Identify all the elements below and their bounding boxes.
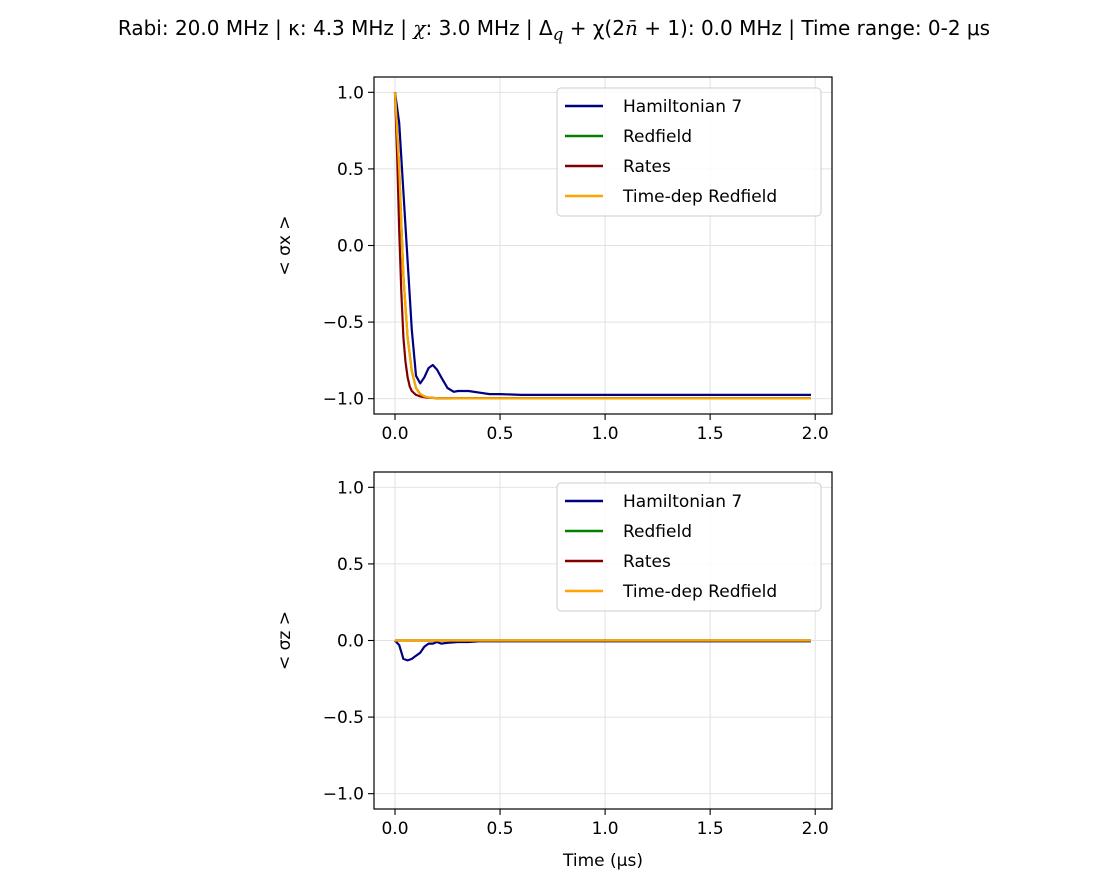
series-line-hamiltonian-7	[393, 92, 811, 396]
y-axis-label: < σx >	[275, 215, 295, 275]
series-line-hamiltonian-7	[394, 639, 811, 662]
chart-panel-0: 0.0 0.5 1.0 1.5 2.0 1.0 0.5 0.0 −0.5 −1.0 < σx > Ha…	[275, 76, 833, 444]
y-tick-label: −0.5	[323, 313, 364, 333]
legend-box	[556, 87, 822, 217]
title-detuning-delta: Δ	[539, 16, 553, 40]
legend-entry-label: Hamiltonian 7	[623, 97, 742, 117]
y-tick-label: −0.5	[323, 708, 364, 728]
x-tick-label: 2.0	[802, 819, 829, 839]
series-line-time-dep-redfield	[393, 92, 811, 400]
title-detuning-rest: + χ(2	[563, 16, 625, 40]
legend-entry-label: Hamiltonian 7	[623, 492, 742, 512]
title-chi-symbol: χ	[413, 16, 426, 40]
y-tick-label: 0.0	[337, 632, 364, 652]
y-tick-label: 1.0	[337, 478, 364, 498]
x-axis-label: Time (μs)	[562, 851, 643, 871]
x-tick-label: 1.5	[697, 424, 724, 444]
x-tick-label: 1.0	[592, 819, 619, 839]
legend-entry-label: Redfield	[623, 127, 692, 147]
title-detuning-nbar: n̄	[624, 16, 638, 40]
x-tick-label: 0.5	[487, 424, 514, 444]
title-chi-value: : 3.0 MHz	[425, 16, 520, 40]
title-time-range: Time range: 0-2 μs	[801, 16, 991, 40]
title-kappa: κ: 4.3 MHz	[288, 16, 394, 40]
legend-box	[556, 482, 822, 612]
title-sep-3: |	[519, 16, 540, 40]
x-tick-label: 0.0	[381, 424, 408, 444]
chart-panel-1: 0.0 0.5 1.0 1.5 2.0 1.0 0.5 0.0 −0.5 −1.0 < σz > Ti…	[275, 471, 833, 871]
x-tick-label: 0.0	[381, 819, 408, 839]
x-tick-label: 0.5	[487, 819, 514, 839]
y-tick-label: 0.5	[337, 555, 364, 575]
legend-entry-label: Time-dep Redfield	[622, 582, 777, 602]
legend-entry-label: Redfield	[623, 522, 692, 542]
y-tick-label: −1.0	[323, 785, 364, 805]
x-tick-label: 1.5	[697, 819, 724, 839]
x-tick-label: 1.0	[592, 424, 619, 444]
title-detuning-sub: q	[552, 25, 564, 44]
title-sep-1: |	[268, 16, 289, 40]
x-tick-label: 2.0	[802, 424, 829, 444]
legend-entry-label: Rates	[623, 157, 671, 177]
title-sep-4: |	[781, 16, 802, 40]
y-tick-label: −1.0	[323, 390, 364, 410]
title-sep-2: |	[393, 16, 414, 40]
legend: Hamiltonian 7 Redfield Rates Time-dep Redfi…	[556, 87, 822, 217]
y-axis-label: < σz >	[275, 611, 295, 670]
legend: Hamiltonian 7 Redfield Rates Time-dep Redfi…	[556, 482, 822, 612]
y-tick-label: 0.0	[337, 237, 364, 257]
title-detuning-value: : 0.0 MHz	[687, 16, 782, 40]
legend-entry-label: Rates	[623, 552, 671, 572]
y-tick-label: 1.0	[337, 83, 364, 103]
y-tick-label: 0.5	[337, 160, 364, 180]
title-rabi: Rabi: 20.0 MHz	[117, 16, 269, 40]
legend-entry-label: Time-dep Redfield	[622, 187, 777, 207]
title-detuning-end: + 1)	[637, 16, 688, 40]
figure-title: Rabi: 20.0 MHz | κ: 4.3 MHz | χ: 3.0 MHz…	[0, 16, 1108, 44]
